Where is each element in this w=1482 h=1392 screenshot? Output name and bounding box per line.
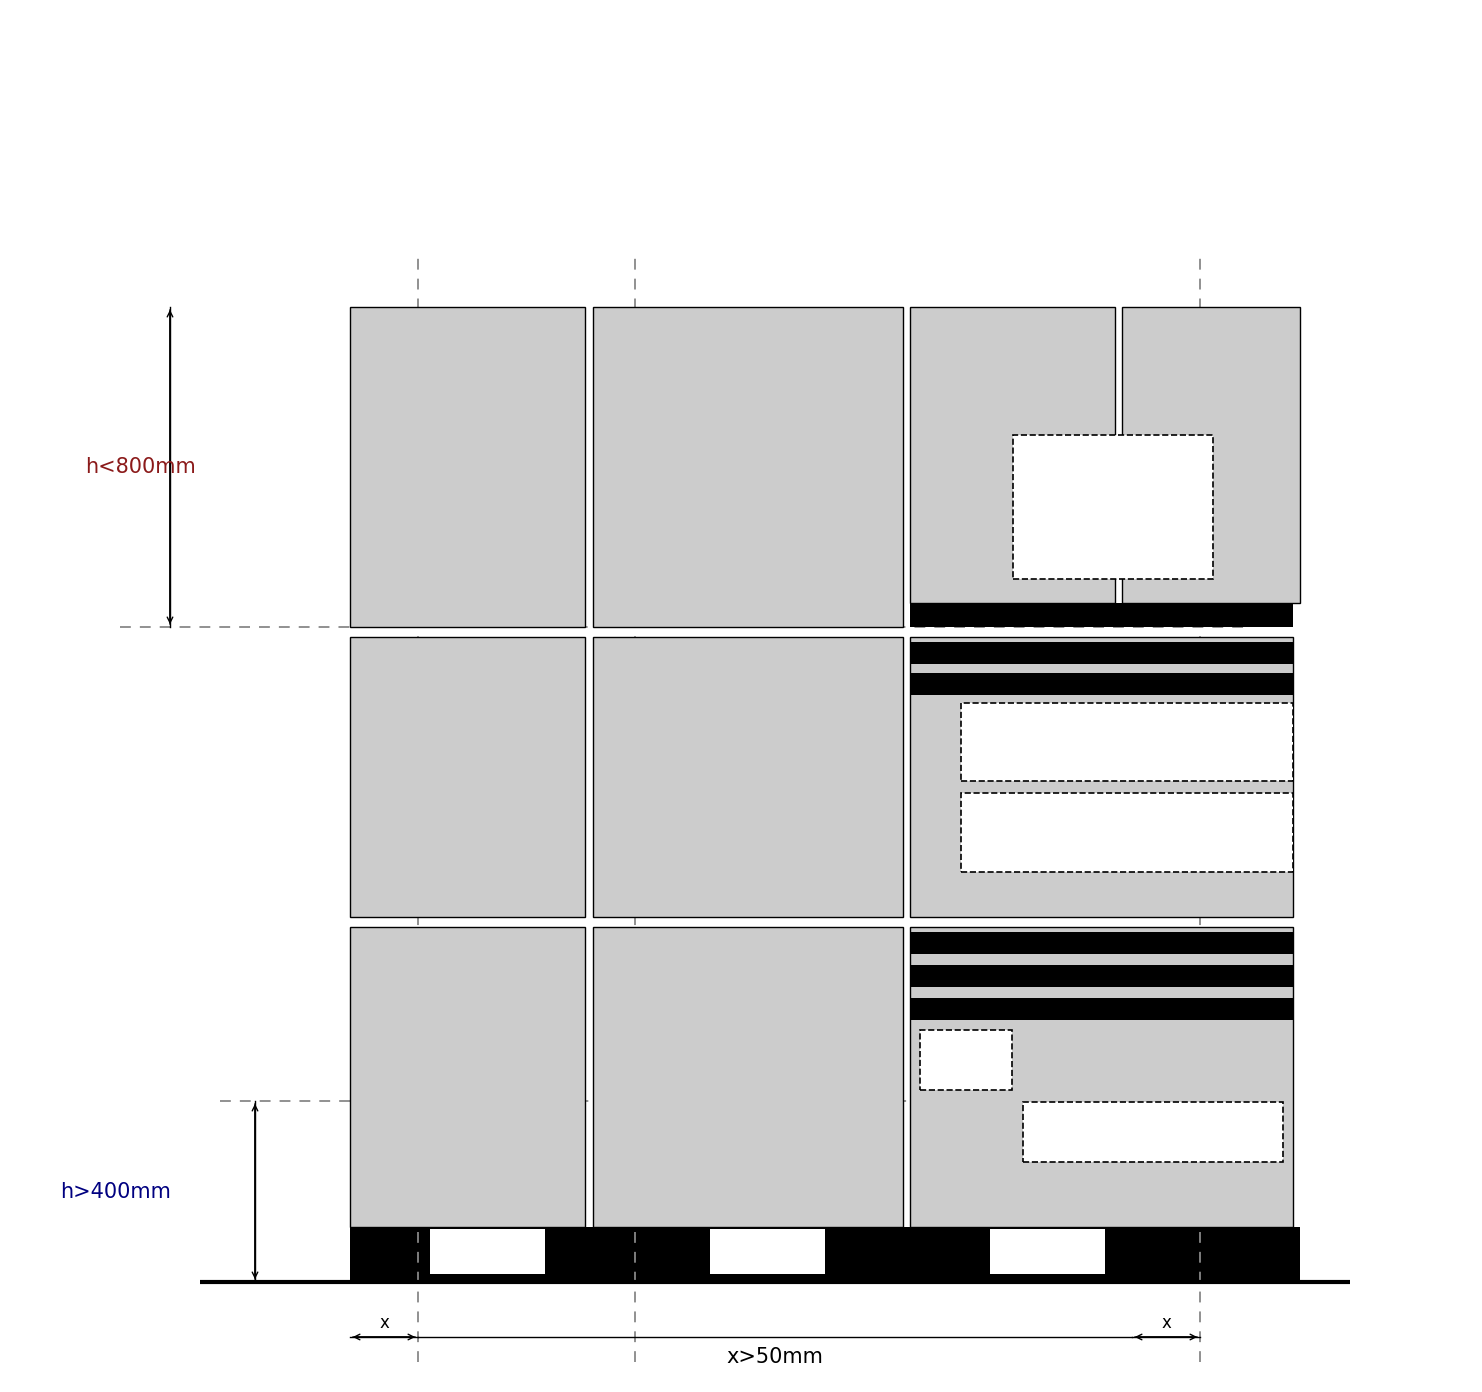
Text: x: x bbox=[1160, 1314, 1171, 1332]
Bar bbox=[593, 927, 903, 1226]
Bar bbox=[920, 1030, 1012, 1090]
Bar bbox=[710, 1229, 825, 1274]
Bar bbox=[910, 933, 1292, 954]
Bar bbox=[350, 1226, 1300, 1282]
Text: x: x bbox=[379, 1314, 388, 1332]
Bar bbox=[910, 998, 1292, 1019]
Bar bbox=[910, 603, 1292, 626]
Bar bbox=[350, 638, 585, 917]
Bar bbox=[962, 793, 1292, 871]
Bar bbox=[430, 1229, 545, 1274]
Bar bbox=[593, 308, 903, 626]
Bar bbox=[910, 308, 1114, 603]
Bar bbox=[910, 638, 1292, 917]
Bar bbox=[1122, 308, 1300, 603]
Bar bbox=[1023, 1101, 1283, 1161]
Bar bbox=[1012, 436, 1212, 579]
Text: h>400mm: h>400mm bbox=[59, 1182, 170, 1201]
Bar bbox=[910, 965, 1292, 987]
Bar bbox=[990, 1229, 1106, 1274]
Text: x>50mm: x>50mm bbox=[726, 1347, 824, 1367]
Bar bbox=[962, 703, 1292, 781]
Bar bbox=[910, 927, 1292, 1226]
Bar bbox=[593, 638, 903, 917]
Bar bbox=[910, 642, 1292, 664]
Bar bbox=[910, 672, 1292, 695]
Text: h<800mm: h<800mm bbox=[84, 457, 196, 477]
Bar bbox=[350, 927, 585, 1226]
Bar bbox=[350, 308, 585, 626]
